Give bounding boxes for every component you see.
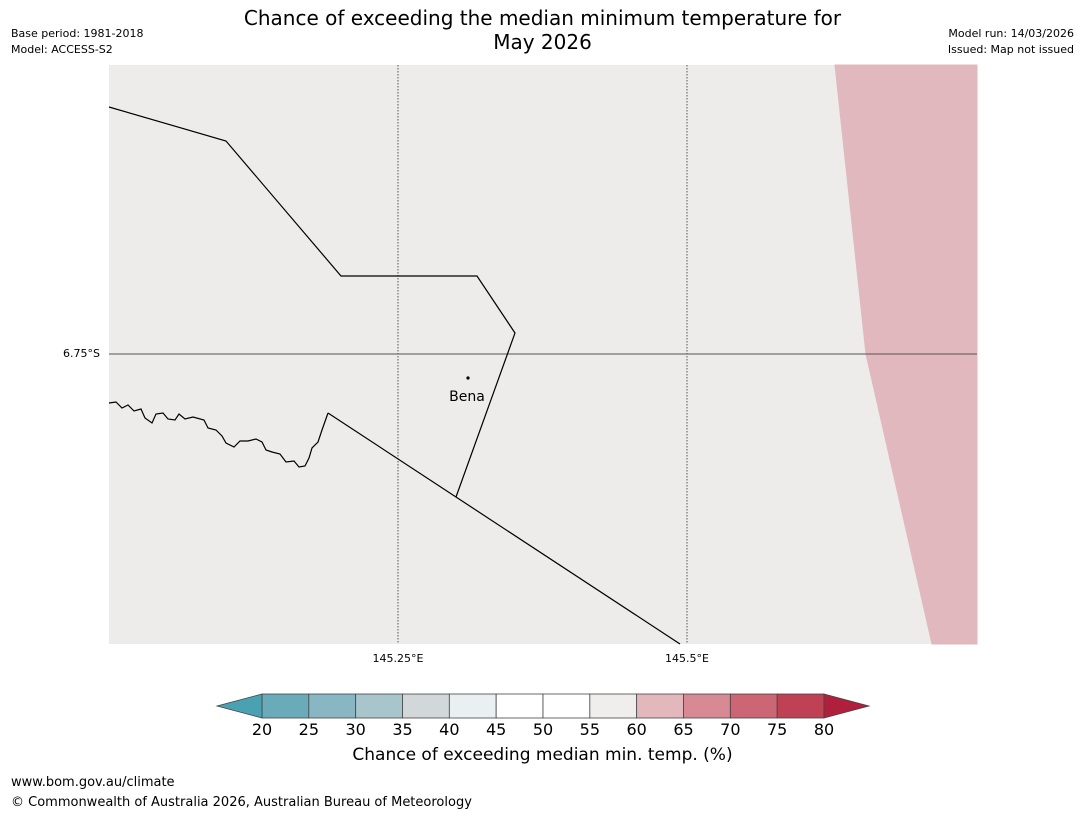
colorbar-tick-35: 35 [392, 720, 413, 739]
colorbar-bin-60-65 [636, 693, 684, 719]
title-line-1: Chance of exceeding the median minimum t… [243, 6, 842, 30]
colorbar-bin-70-75 [729, 693, 778, 719]
longitude-label-145-5: 145.5°E [665, 652, 709, 665]
colorbar-bin-55-60 [589, 693, 638, 719]
colorbar-under-arrow [215, 693, 263, 719]
forecast-map[interactable]: Bena [0, 0, 1085, 690]
district-boundary-north [108, 106, 516, 498]
colorbar-title: Chance of exceeding median min. temp. (%… [352, 745, 733, 765]
colorbar-bin-35-40 [402, 693, 450, 719]
colorbar-bin-45-50 [495, 693, 544, 719]
title-line-2: May 2026 [493, 30, 592, 54]
district-boundary-south [327, 412, 681, 645]
colorbar-bin-75-80 [776, 693, 825, 719]
colorbar-bin-50-55 [542, 693, 591, 719]
colorbar-tick-30: 30 [345, 720, 366, 739]
longitude-label-145-25: 145.25°E [372, 652, 424, 665]
colorbar-tick-40: 40 [439, 720, 460, 739]
place-label-bena: Bena [449, 389, 485, 405]
map-title: Chance of exceeding the median minimum t… [0, 6, 1085, 54]
colorbar-bin-40-45 [448, 693, 497, 719]
colorbar-tick-50: 50 [532, 720, 554, 739]
colorbar-bin-20-25 [261, 693, 310, 719]
footer-url[interactable]: www.bom.gov.au/climate [11, 775, 175, 790]
colorbar-over-arrow [823, 693, 871, 719]
colorbar-tick-60: 60 [626, 720, 647, 739]
colorbar-tick-65: 65 [673, 720, 694, 739]
footer-copyright: © Commonwealth of Australia 2026, Austra… [11, 795, 472, 810]
colorbar-tick-75: 75 [766, 720, 788, 739]
base-period-label: Base period: 1981-2018 [11, 27, 144, 40]
colorbar-bin-30-35 [355, 693, 403, 719]
place-marker [466, 376, 470, 380]
colorbar-tick-70: 70 [720, 720, 741, 739]
colorbar-tick-55: 55 [579, 720, 600, 739]
model-run-label: Model run: 14/03/2026 [948, 27, 1074, 40]
colorbar-bin-25-30 [308, 693, 357, 719]
colorbar-tick-45: 45 [485, 720, 507, 739]
colorbar [215, 693, 871, 719]
colorbar-tick-20: 20 [251, 720, 273, 739]
colorbar-tick-80: 80 [813, 720, 835, 739]
colorbar-tick-25: 25 [298, 720, 319, 739]
issued-label: Issued: Map not issued [947, 43, 1074, 56]
latitude-label: 6.75°S [63, 347, 100, 360]
colorbar-bin-65-70 [683, 693, 731, 719]
coastline [108, 401, 329, 468]
model-label: Model: ACCESS-S2 [11, 43, 113, 56]
